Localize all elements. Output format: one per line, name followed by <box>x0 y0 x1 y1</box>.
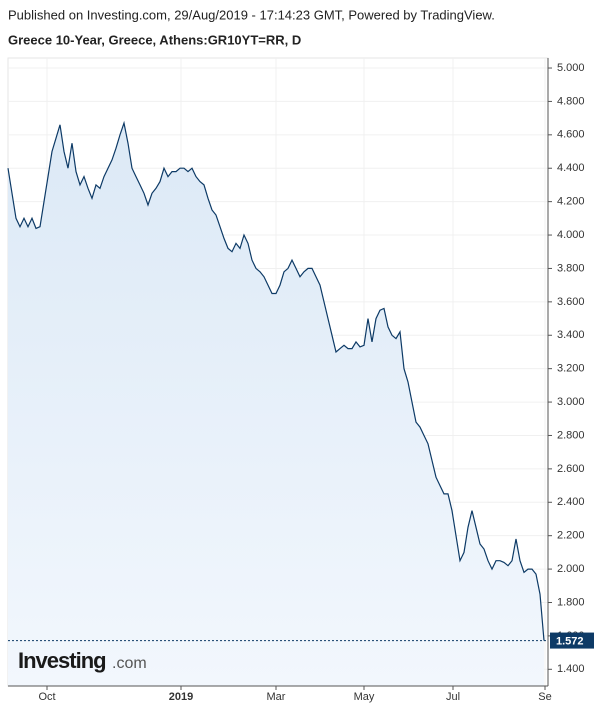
y-tick-label: 4.400 <box>557 162 585 174</box>
x-tick-label: Mar <box>267 691 286 703</box>
y-tick-label: 5.000 <box>557 62 585 74</box>
y-tick-label: 4.600 <box>557 129 585 141</box>
y-tick-label: 2.000 <box>557 563 585 575</box>
y-tick-label: 2.600 <box>557 463 585 475</box>
y-tick-label: 1.800 <box>557 596 585 608</box>
y-tick-label: 3.800 <box>557 262 585 274</box>
y-tick-label: 4.000 <box>557 229 585 241</box>
last-value-label: 1.572 <box>556 635 584 647</box>
y-tick-label: 3.200 <box>557 363 585 375</box>
x-tick-label: Se <box>538 691 551 703</box>
chart-title: Greece 10-Year, Greece, Athens:GR10YT=RR… <box>8 32 301 47</box>
x-tick-label: May <box>354 691 375 703</box>
y-tick-label: 3.600 <box>557 296 585 308</box>
y-tick-label: 1.400 <box>557 663 585 675</box>
line <box>7 120 545 641</box>
logo-main: Investing <box>18 648 106 673</box>
x-tick-label: Oct <box>38 691 55 703</box>
logo-suffix: .com <box>112 655 147 672</box>
y-tick-label: 2.200 <box>557 530 585 542</box>
y-tick-label: 3.400 <box>557 329 585 341</box>
y-tick-label: 2.400 <box>557 496 585 508</box>
y-tick-label: 3.000 <box>557 396 585 408</box>
x-tick-label: Jul <box>446 691 460 703</box>
y-tick-label: 4.800 <box>557 95 585 107</box>
published-line: Published on Investing.com, 29/Aug/2019 … <box>8 7 495 22</box>
y-tick-label: 4.200 <box>557 196 585 208</box>
x-tick-label: 2019 <box>169 691 193 703</box>
y-tick-label: 2.800 <box>557 429 585 441</box>
area <box>8 123 544 687</box>
last-value-box <box>550 632 594 649</box>
plot: 1.4001.6001.8002.0002.2002.4002.6002.800… <box>7 57 594 703</box>
